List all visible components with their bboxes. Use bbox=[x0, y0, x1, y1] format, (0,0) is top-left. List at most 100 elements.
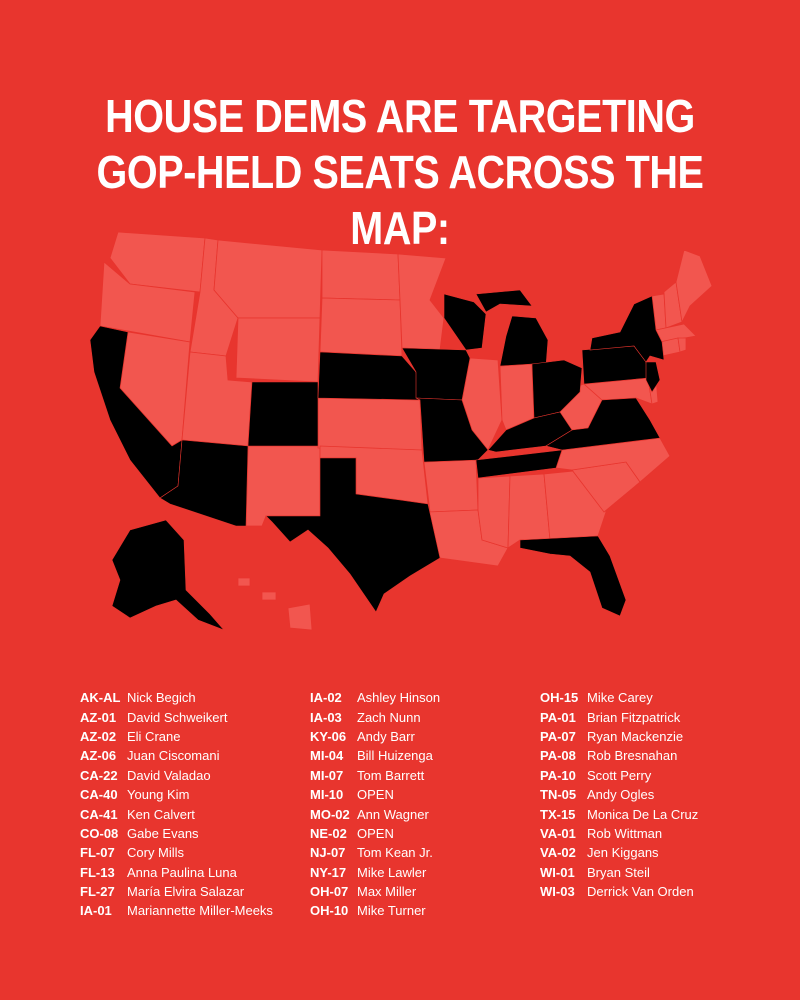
district-code: NE-02 bbox=[310, 825, 347, 841]
representative-name: Tom Kean Jr. bbox=[357, 845, 433, 861]
representative-name: Monica De La Cruz bbox=[587, 806, 699, 822]
state-mi-up bbox=[475, 289, 533, 313]
legend-item: MI-07 Tom Barrett bbox=[310, 766, 440, 785]
legend-item: OH-07 Max Miller bbox=[310, 882, 440, 901]
representative-name: Mike Carey bbox=[587, 690, 653, 706]
state-va bbox=[545, 397, 661, 451]
representative-name: Juan Ciscomani bbox=[127, 748, 220, 764]
district-code: MI-10 bbox=[310, 787, 344, 803]
targeted-states bbox=[89, 289, 665, 631]
legend-column-1: AK-AL Nick Begich AZ-01 David Schweikert A… bbox=[80, 688, 273, 921]
state-tn bbox=[475, 449, 563, 479]
legend-item: CA-41 Ken Calvert bbox=[80, 804, 273, 823]
state-ny bbox=[589, 295, 665, 363]
representative-name: David Valadao bbox=[127, 767, 211, 783]
state-ky bbox=[487, 411, 573, 453]
representative-name: Andy Ogles bbox=[587, 787, 655, 803]
legend-item: WI-03 Derrick Van Orden bbox=[540, 882, 698, 901]
legend-item: IA-03 Zach Nunn bbox=[310, 707, 440, 726]
representative-name: María Elvira Salazar bbox=[127, 884, 245, 900]
state-az bbox=[159, 439, 249, 527]
district-code: KY-06 bbox=[310, 728, 347, 744]
legend-item: CA-40 Young Kim bbox=[80, 785, 273, 804]
representative-name: Nick Begich bbox=[127, 690, 196, 706]
district-code: CA-40 bbox=[80, 787, 118, 803]
district-code: CO-08 bbox=[80, 825, 119, 841]
legend-item: KY-06 Andy Barr bbox=[310, 727, 440, 746]
state-me bbox=[675, 249, 713, 324]
legend-item: PA-08 Rob Bresnahan bbox=[540, 746, 698, 765]
representative-name: Tom Barrett bbox=[357, 767, 425, 783]
district-code: PA-01 bbox=[540, 709, 576, 725]
legend-item: MO-02 Ann Wagner bbox=[310, 804, 440, 823]
district-code: FL-13 bbox=[80, 864, 115, 880]
district-legend: AK-AL Nick Begich AZ-01 David Schweikert A… bbox=[0, 688, 800, 938]
district-code: AZ-06 bbox=[80, 748, 117, 764]
representative-name: OPEN bbox=[357, 787, 394, 803]
representative-name: Bryan Steil bbox=[587, 864, 650, 880]
district-code: VA-01 bbox=[540, 825, 576, 841]
legend-item: VA-02 Jen Kiggans bbox=[540, 843, 698, 862]
state-mn bbox=[397, 253, 447, 351]
state-fl bbox=[519, 535, 627, 617]
state-ar bbox=[423, 459, 479, 513]
representative-name: Max Miller bbox=[357, 884, 417, 900]
district-code: OH-07 bbox=[310, 884, 349, 900]
representative-name: Derrick Van Orden bbox=[587, 884, 694, 900]
legend-item: TN-05 Andy Ogles bbox=[540, 785, 698, 804]
state-hi-3 bbox=[287, 603, 313, 631]
district-code: WI-01 bbox=[540, 864, 575, 880]
district-code: PA-07 bbox=[540, 728, 576, 744]
state-ak bbox=[111, 519, 225, 631]
legend-item: FL-13 Anna Paulina Luna bbox=[80, 863, 273, 882]
district-code: PA-08 bbox=[540, 748, 576, 764]
state-ne bbox=[317, 351, 421, 401]
state-sd bbox=[319, 297, 403, 357]
representative-name: Bill Huizenga bbox=[357, 748, 433, 764]
district-code: FL-27 bbox=[80, 884, 115, 900]
state-ri bbox=[677, 337, 687, 353]
legend-item: CO-08 Gabe Evans bbox=[80, 824, 273, 843]
representative-name: Ryan Mackenzie bbox=[587, 728, 684, 744]
legend-item: PA-01 Brian Fitzpatrick bbox=[540, 707, 698, 726]
state-nc bbox=[555, 437, 671, 483]
representative-name: Young Kim bbox=[127, 787, 190, 803]
district-code: FL-07 bbox=[80, 845, 115, 861]
district-code: NY-17 bbox=[310, 864, 347, 880]
district-code: TN-05 bbox=[540, 787, 577, 803]
representative-name: Mariannette Miller-Meeks bbox=[127, 903, 273, 919]
title-line-1: HOUSE DEMS ARE TARGETING bbox=[105, 90, 695, 142]
state-hi-1 bbox=[237, 577, 251, 587]
legend-column-3: OH-15 Mike Carey PA-01 Brian Fitzpatrick P… bbox=[540, 688, 698, 901]
state-hi-2 bbox=[261, 591, 277, 601]
state-co bbox=[247, 381, 319, 447]
representative-name: Gabe Evans bbox=[127, 825, 199, 841]
representative-name: Mike Lawler bbox=[357, 864, 427, 880]
representative-name: Ken Calvert bbox=[127, 806, 195, 822]
district-code: NJ-07 bbox=[310, 845, 346, 861]
legend-item: IA-01 Mariannette Miller-Meeks bbox=[80, 901, 273, 920]
representative-name: Andy Barr bbox=[357, 728, 415, 744]
representative-name: Jen Kiggans bbox=[587, 845, 659, 861]
legend-item: OH-15 Mike Carey bbox=[540, 688, 698, 707]
legend-item: WI-01 Bryan Steil bbox=[540, 863, 698, 882]
district-code: IA-03 bbox=[310, 709, 342, 725]
legend-item: TX-15 Monica De La Cruz bbox=[540, 804, 698, 823]
legend-item: OH-10 Mike Turner bbox=[310, 901, 440, 920]
representative-name: Mike Turner bbox=[357, 903, 426, 919]
district-code: MI-07 bbox=[310, 767, 344, 783]
state-mi-lp bbox=[499, 315, 549, 367]
state-or bbox=[99, 261, 196, 343]
district-code: TX-15 bbox=[540, 806, 576, 822]
state-mo bbox=[415, 397, 489, 463]
district-code: WI-03 bbox=[540, 884, 575, 900]
legend-item: IA-02 Ashley Hinson bbox=[310, 688, 440, 707]
district-code: VA-02 bbox=[540, 845, 576, 861]
representative-name: OPEN bbox=[357, 825, 394, 841]
state-wi bbox=[443, 293, 487, 351]
legend-item: PA-07 Ryan Mackenzie bbox=[540, 727, 698, 746]
representative-name: Rob Bresnahan bbox=[587, 748, 678, 764]
legend-item: MI-10 OPEN bbox=[310, 785, 440, 804]
representative-name: Anna Paulina Luna bbox=[127, 864, 237, 880]
legend-item: MI-04 Bill Huizenga bbox=[310, 746, 440, 765]
